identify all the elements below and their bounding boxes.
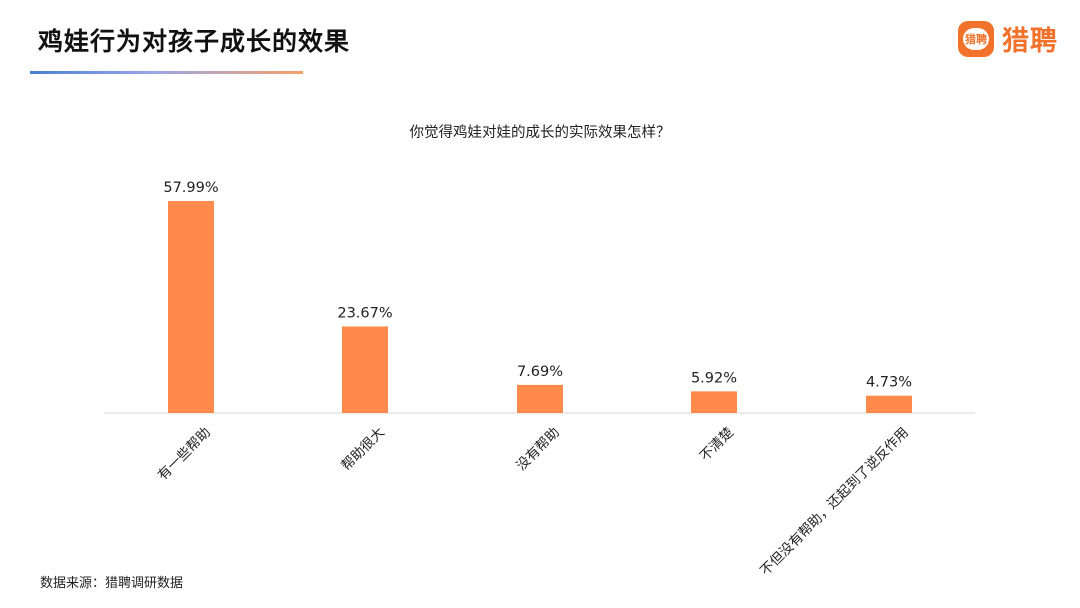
bar-0 [168,201,214,413]
bar-value-label-4: 4.73% [866,375,912,391]
category-label-0: 有一些帮助 [155,425,214,484]
bar-4 [866,395,912,413]
bar-value-label-1: 23.67% [337,305,392,321]
data-source: 数据来源：猎聘调研数据 [40,576,184,591]
chart-title: 你觉得鸡娃对娃的成长的实际效果怎样？ [409,125,671,141]
bar-value-label-0: 57.99% [163,180,218,196]
title-underline [30,71,303,74]
logo-badge-text: 猎聘 [963,27,989,50]
bar-value-label-3: 5.92% [691,370,737,386]
category-label-2: 没有帮助 [513,425,562,474]
logo-badge-icon: 猎聘 [958,20,994,57]
bar-3 [691,391,737,413]
logo-text: 猎聘 [1002,26,1058,57]
category-label-1: 帮助很大 [338,425,387,474]
category-label-4: 不但没有帮助，还起到了逆反作用 [757,425,912,580]
bar-2 [517,384,563,413]
bar-value-label-2: 7.69% [517,364,563,380]
category-label-3: 不清楚 [697,425,737,465]
page-title: 鸡娃行为对孩子成长的效果 [38,27,351,56]
brand-logo: 猎聘 猎聘 [958,19,1058,58]
bar-1 [342,326,388,413]
